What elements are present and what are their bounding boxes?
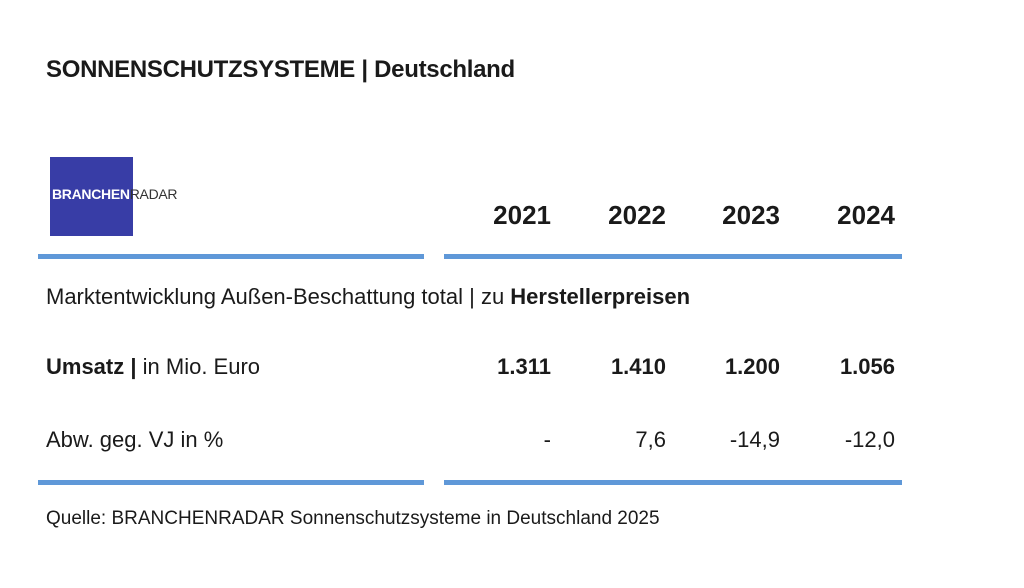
title: SONNENSCHUTZSYSTEME | Deutschland: [46, 56, 515, 83]
rule: [444, 254, 902, 259]
row-label: Abw. geg. VJ in %: [46, 427, 224, 452]
cell: 1.056: [839, 354, 895, 379]
cell: 1.311: [497, 354, 551, 379]
cell: 7,6: [635, 427, 666, 452]
row-label-text: in Mio. Euro: [136, 354, 261, 379]
cell: 1.410: [610, 354, 666, 379]
rule: [444, 480, 902, 485]
cell: -14,9: [729, 427, 780, 452]
section-label: Marktentwicklung Außen-Beschattung total…: [46, 284, 690, 310]
source: Quelle: BRANCHENRADAR Sonnenschutzsystem…: [46, 508, 660, 529]
column-header: 2022: [608, 200, 666, 230]
section-text: Marktentwicklung Außen-Beschattung total…: [46, 284, 511, 309]
column-header: 2024: [837, 200, 895, 230]
cell: 1.200: [724, 354, 780, 379]
section-bold: Herstellerpreisen: [510, 284, 691, 309]
rule: [38, 254, 424, 259]
rule: [38, 480, 424, 485]
row-label-bold: Umsatz |: [46, 354, 137, 379]
column-header: 2023: [722, 200, 780, 230]
row-label: Umsatz | in Mio. Euro: [46, 354, 260, 380]
logo: [50, 157, 133, 236]
logo-part: BRANCHEN: [52, 186, 130, 202]
logo-part: RADAR: [129, 186, 178, 202]
cell: -: [543, 427, 551, 452]
column-header: 2021: [493, 200, 551, 230]
logo-text: BRANCHENRADAR: [52, 186, 178, 202]
cell: -12,0: [844, 427, 895, 452]
